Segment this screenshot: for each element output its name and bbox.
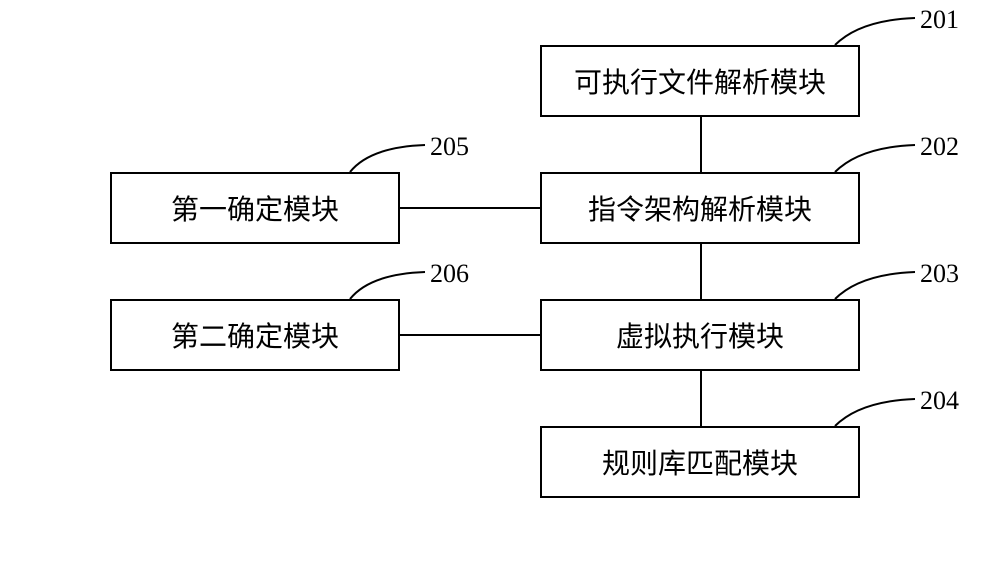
label-204: 204 [920,386,959,416]
node-label: 可执行文件解析模块 [574,61,826,101]
node-executable-parse: 可执行文件解析模块 [540,45,860,117]
node-label: 第一确定模块 [171,188,339,228]
node-instruction-arch: 指令架构解析模块 [540,172,860,244]
node-virtual-exec: 虚拟执行模块 [540,299,860,371]
label-203: 203 [920,259,959,289]
edge-205-202 [400,207,540,209]
node-first-determine: 第一确定模块 [110,172,400,244]
node-label: 规则库匹配模块 [602,442,798,482]
label-205: 205 [430,132,469,162]
node-label: 第二确定模块 [171,315,339,355]
label-201: 201 [920,5,959,35]
edge-202-203 [700,244,702,299]
label-206: 206 [430,259,469,289]
node-label: 虚拟执行模块 [616,315,784,355]
edge-201-202 [700,117,702,172]
edge-203-204 [700,371,702,426]
node-label: 指令架构解析模块 [588,188,812,228]
node-second-determine: 第二确定模块 [110,299,400,371]
edge-206-203 [400,334,540,336]
label-202: 202 [920,132,959,162]
node-rule-match: 规则库匹配模块 [540,426,860,498]
